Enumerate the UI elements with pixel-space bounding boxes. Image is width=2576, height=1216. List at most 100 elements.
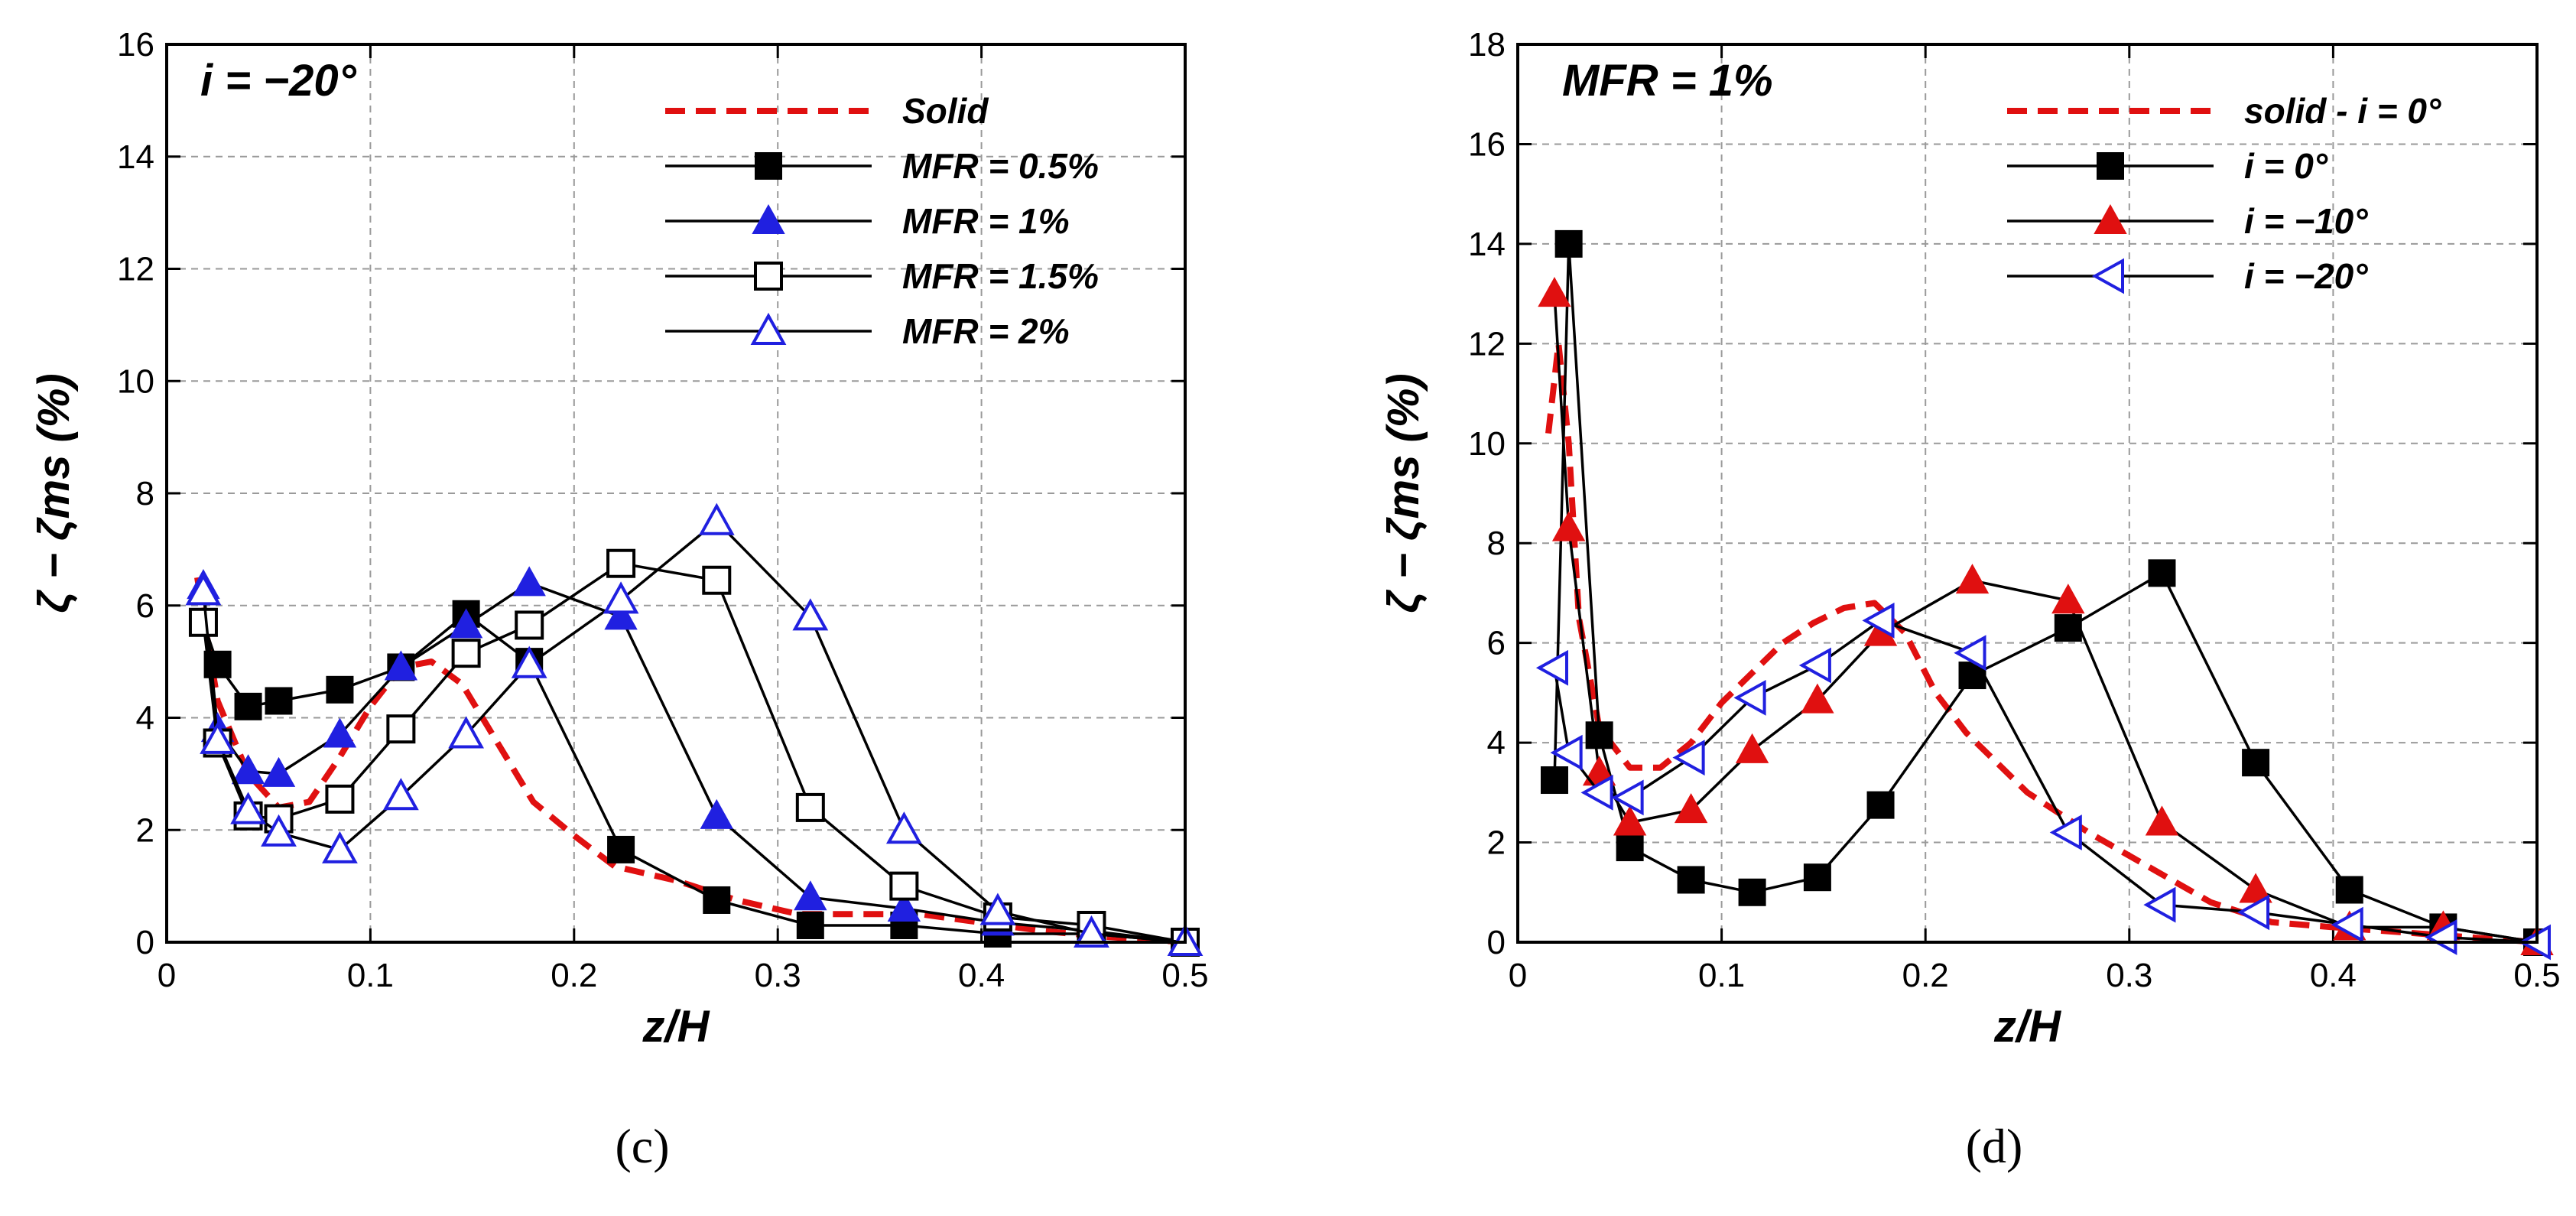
panel-letter: (c)	[615, 1119, 669, 1173]
legend-swatch-marker	[755, 152, 782, 180]
plot-area	[1518, 44, 2537, 942]
data-point	[384, 650, 418, 681]
data-point	[2145, 805, 2179, 836]
data-point	[889, 871, 919, 901]
legend: Solid MFR = 0.5% MFR = 1% MFR = 1.5% MFR = 2…	[665, 91, 1099, 351]
legend-label: MFR = 0.5%	[902, 146, 1099, 186]
x-tick-label: 0.5	[2513, 957, 2560, 994]
data-point	[1801, 683, 1834, 714]
data-point	[1613, 805, 1647, 836]
panel-letter: (d)	[1966, 1119, 2023, 1173]
data-point	[515, 610, 544, 640]
data-point	[795, 792, 825, 822]
data-point	[1672, 740, 1705, 776]
data-point	[1585, 721, 1613, 749]
data-point	[261, 814, 297, 847]
legend-swatch-marker	[752, 203, 785, 234]
legend-swatch-marker	[754, 262, 783, 291]
data-point	[261, 756, 296, 787]
chart-panel-d: 0 0.1 0.2 0.3 0.4 0.5 0 2 4 6 8 10 12 14 16 18 MFR = 1% s…	[1379, 26, 2561, 1173]
data-point	[449, 608, 483, 639]
data-point	[603, 581, 639, 614]
data-point	[887, 891, 921, 922]
y-tick-label: 16	[117, 26, 154, 63]
legend-label: MFR = 1.5%	[902, 256, 1099, 296]
legend-item-mfr-1-5: MFR = 1.5%	[665, 256, 1099, 296]
y-tick-label: 12	[1468, 325, 1506, 363]
data-point	[1554, 229, 1583, 258]
data-point	[794, 880, 827, 911]
y-tick-label: 8	[1487, 525, 1506, 562]
data-point	[703, 886, 731, 914]
data-point	[1580, 774, 1613, 811]
data-point	[1733, 680, 1766, 716]
data-point	[322, 831, 358, 863]
data-point	[1550, 734, 1583, 771]
legend-item-i-0: i = 0°	[2007, 146, 2328, 186]
legend-label: MFR = 2%	[902, 311, 1070, 351]
legend-swatch-marker	[750, 312, 787, 345]
data-point	[1866, 791, 1895, 819]
y-tick-label: 14	[1468, 226, 1506, 263]
data-point	[2049, 814, 2082, 850]
data-point	[698, 502, 735, 535]
data-point	[1540, 766, 1568, 795]
legend-label: i = −20°	[2244, 256, 2368, 296]
legend-label: MFR = 1%	[902, 201, 1070, 241]
legend-item-mfr-1: MFR = 1%	[665, 201, 1070, 241]
legend-label: i = −10°	[2244, 201, 2368, 241]
y-tick-label: 6	[1487, 625, 1506, 662]
legend-label: Solid	[902, 91, 989, 131]
x-axis-title: z/H	[642, 1002, 710, 1052]
data-point	[451, 639, 481, 668]
series-i-20	[1535, 602, 2551, 961]
data-point	[2335, 876, 2363, 904]
data-point	[1954, 635, 1986, 671]
data-point	[448, 716, 485, 749]
y-tick-label: 16	[1468, 125, 1506, 163]
x-tick-label: 0	[1509, 957, 1527, 994]
legend-item-i-10: i = −10°	[2007, 201, 2368, 241]
axes-frame	[1516, 43, 2539, 944]
x-axis-title: z/H	[1993, 1002, 2061, 1052]
data-point	[2148, 559, 2176, 587]
y-axis-title: ζ − ζms (%)	[29, 373, 79, 613]
legend-swatch-marker	[2091, 258, 2124, 294]
series-mfr-2	[185, 502, 1204, 956]
legend-label: solid - i = 0°	[2244, 91, 2441, 131]
data-point	[2425, 919, 2457, 955]
x-tick-label: 0.1	[347, 957, 394, 994]
y-tick-label: 4	[136, 700, 154, 737]
series-line-solid	[194, 577, 1186, 945]
y-tick-label: 14	[117, 138, 154, 176]
data-point	[702, 565, 732, 595]
data-point	[1955, 564, 1990, 594]
data-point	[188, 607, 218, 637]
data-point	[1735, 733, 1769, 763]
x-tick-label: 0	[158, 957, 176, 994]
y-tick-label: 4	[1487, 724, 1506, 762]
panel-title: i = −20°	[200, 56, 357, 106]
data-point	[234, 692, 262, 720]
data-point	[1798, 647, 1831, 684]
data-point	[885, 811, 922, 844]
y-tick-label: 10	[117, 363, 154, 400]
y-tick-label: 2	[136, 811, 154, 849]
y-tick-label: 18	[1468, 26, 1506, 63]
y-tick-label: 0	[136, 924, 154, 961]
data-point	[1535, 649, 1568, 686]
legend-swatch-marker	[2097, 152, 2124, 180]
data-point	[265, 687, 293, 715]
data-point	[325, 784, 355, 814]
x-tick-label: 0.3	[755, 957, 801, 994]
y-tick-label: 0	[1487, 924, 1506, 961]
panel-title: MFR = 1%	[1562, 56, 1773, 106]
data-point	[511, 645, 547, 678]
data-point	[979, 892, 1016, 925]
legend-swatch-marker	[2094, 203, 2127, 234]
y-axis-title: ζ − ζms (%)	[1379, 373, 1428, 613]
data-point	[1677, 866, 1705, 894]
x-tick-label: 0.2	[1902, 957, 1949, 994]
data-point	[792, 598, 829, 631]
